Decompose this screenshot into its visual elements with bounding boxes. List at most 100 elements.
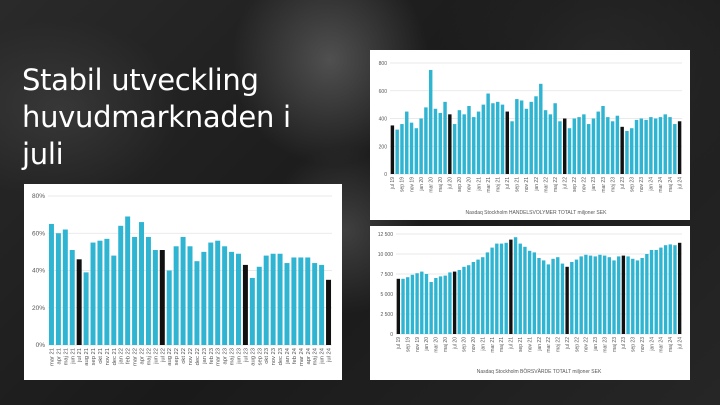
x-tick-label: nov 22	[584, 337, 590, 352]
bar	[513, 237, 518, 334]
bar	[631, 258, 635, 334]
bar	[409, 122, 414, 174]
bar	[486, 93, 490, 174]
x-tick-label: mar 21	[49, 348, 55, 366]
x-tick-label: jan 23	[202, 348, 208, 365]
bar	[187, 246, 193, 345]
x-tick-label: jul 23	[243, 348, 249, 363]
bar	[523, 246, 527, 334]
market-value-bar-chart: 0 2 500 5 000 7 500 10 000 12 500 jul 19 sep 19…	[378, 232, 684, 375]
y-tick-label: 5 000	[380, 292, 393, 298]
x-tick-label: jan 24	[649, 337, 655, 352]
bar	[395, 129, 399, 174]
bar	[551, 258, 555, 334]
x-tick-label: okt 21	[98, 348, 104, 364]
x-tick-label: jul 21	[505, 177, 511, 190]
x-tick-label: jul 22	[562, 177, 568, 190]
bar	[658, 117, 663, 174]
x-tick-label: jul 22	[565, 337, 571, 350]
x-tick-label: mar 20	[434, 337, 440, 353]
x-tick-label: jul 20	[448, 177, 454, 190]
x-tick-label: jul 22	[160, 348, 166, 363]
bar	[448, 114, 452, 174]
bar	[476, 259, 480, 334]
x-tick-label: jan 24	[649, 177, 655, 192]
x-tick-label: nov 23	[639, 177, 645, 192]
bar	[76, 259, 82, 345]
x-tick-label: apr 22	[140, 348, 146, 364]
y-tick-label: 12 500	[378, 232, 394, 238]
x-tick-label: mar 21	[490, 337, 496, 353]
x-tick-label: sep 21	[518, 337, 524, 352]
bar	[215, 240, 221, 345]
x-tick-label: jan 22	[537, 337, 543, 352]
x-tick-label: sep 19	[400, 177, 406, 192]
bar	[180, 236, 186, 345]
bar	[591, 118, 596, 174]
x-tick-label: mar 22	[133, 348, 139, 366]
x-tick-label: mar 20	[428, 177, 434, 193]
bar	[612, 260, 616, 334]
bar	[602, 255, 607, 334]
x-axis-label: Nasdaq Stockholm HANDELSVOLYMER TOTALT m…	[466, 210, 608, 216]
bar	[553, 103, 557, 174]
chart-panel-share: 0% 20% 40% 60% 80% mar 21 apr 21 maj 21 jun 21 ju…	[24, 184, 342, 380]
x-axis-label: Nasdaq Stockholm BÖRSVÄRDE TOTALT miljon…	[477, 368, 602, 375]
bar	[626, 256, 630, 334]
x-tick-label: jul 23	[621, 337, 627, 350]
bar	[104, 238, 110, 345]
x-tick-label: nov 21	[527, 337, 533, 352]
bar	[584, 254, 588, 334]
bar	[132, 236, 138, 345]
bar	[242, 264, 248, 345]
x-tick-label: jan 20	[419, 177, 425, 192]
bar	[406, 277, 410, 334]
bar	[586, 124, 591, 174]
x-tick-label: jul 24	[677, 177, 683, 190]
bar	[668, 117, 672, 174]
bar	[438, 112, 442, 174]
x-tick-label: nov 23	[640, 337, 646, 352]
bar	[256, 266, 262, 345]
x-tick-label: mar 23	[601, 177, 607, 193]
bar	[466, 265, 471, 334]
bar	[565, 266, 569, 334]
bar	[598, 254, 602, 334]
bar	[570, 262, 574, 334]
bar	[527, 250, 532, 334]
bar	[319, 264, 325, 345]
bar	[448, 272, 452, 334]
x-tick-label: sep 20	[462, 337, 468, 352]
y-tick-label: 400	[379, 117, 388, 123]
x-tick-label: feb 22	[126, 348, 132, 364]
bar	[118, 225, 124, 345]
x-tick-label: mar 23	[602, 337, 608, 353]
bar	[620, 126, 624, 174]
bar	[125, 216, 131, 345]
x-tick-label: jan 24	[285, 347, 291, 365]
x-tick-label: feb 24	[292, 347, 298, 364]
bar	[663, 245, 668, 334]
x-tick-label: maj 23	[612, 337, 618, 352]
bar	[607, 257, 612, 334]
bar	[539, 83, 543, 174]
bar	[542, 260, 546, 334]
y-tick-label: 200	[379, 144, 388, 150]
y-tick-label: 7 500	[380, 272, 393, 278]
bar	[579, 256, 583, 334]
bar	[677, 121, 682, 174]
bar	[673, 245, 677, 334]
bar	[659, 247, 663, 334]
bar	[588, 255, 593, 334]
bar	[396, 278, 401, 334]
bar	[634, 119, 639, 174]
bar	[401, 278, 405, 334]
x-tick-label: nov 20	[471, 337, 477, 352]
bar	[495, 243, 499, 334]
bar	[518, 243, 522, 334]
x-tick-label: maj 24	[668, 177, 674, 192]
bar	[111, 255, 117, 345]
x-tick-label: mar 21	[486, 177, 492, 193]
bar	[625, 130, 629, 174]
bar	[201, 251, 207, 345]
